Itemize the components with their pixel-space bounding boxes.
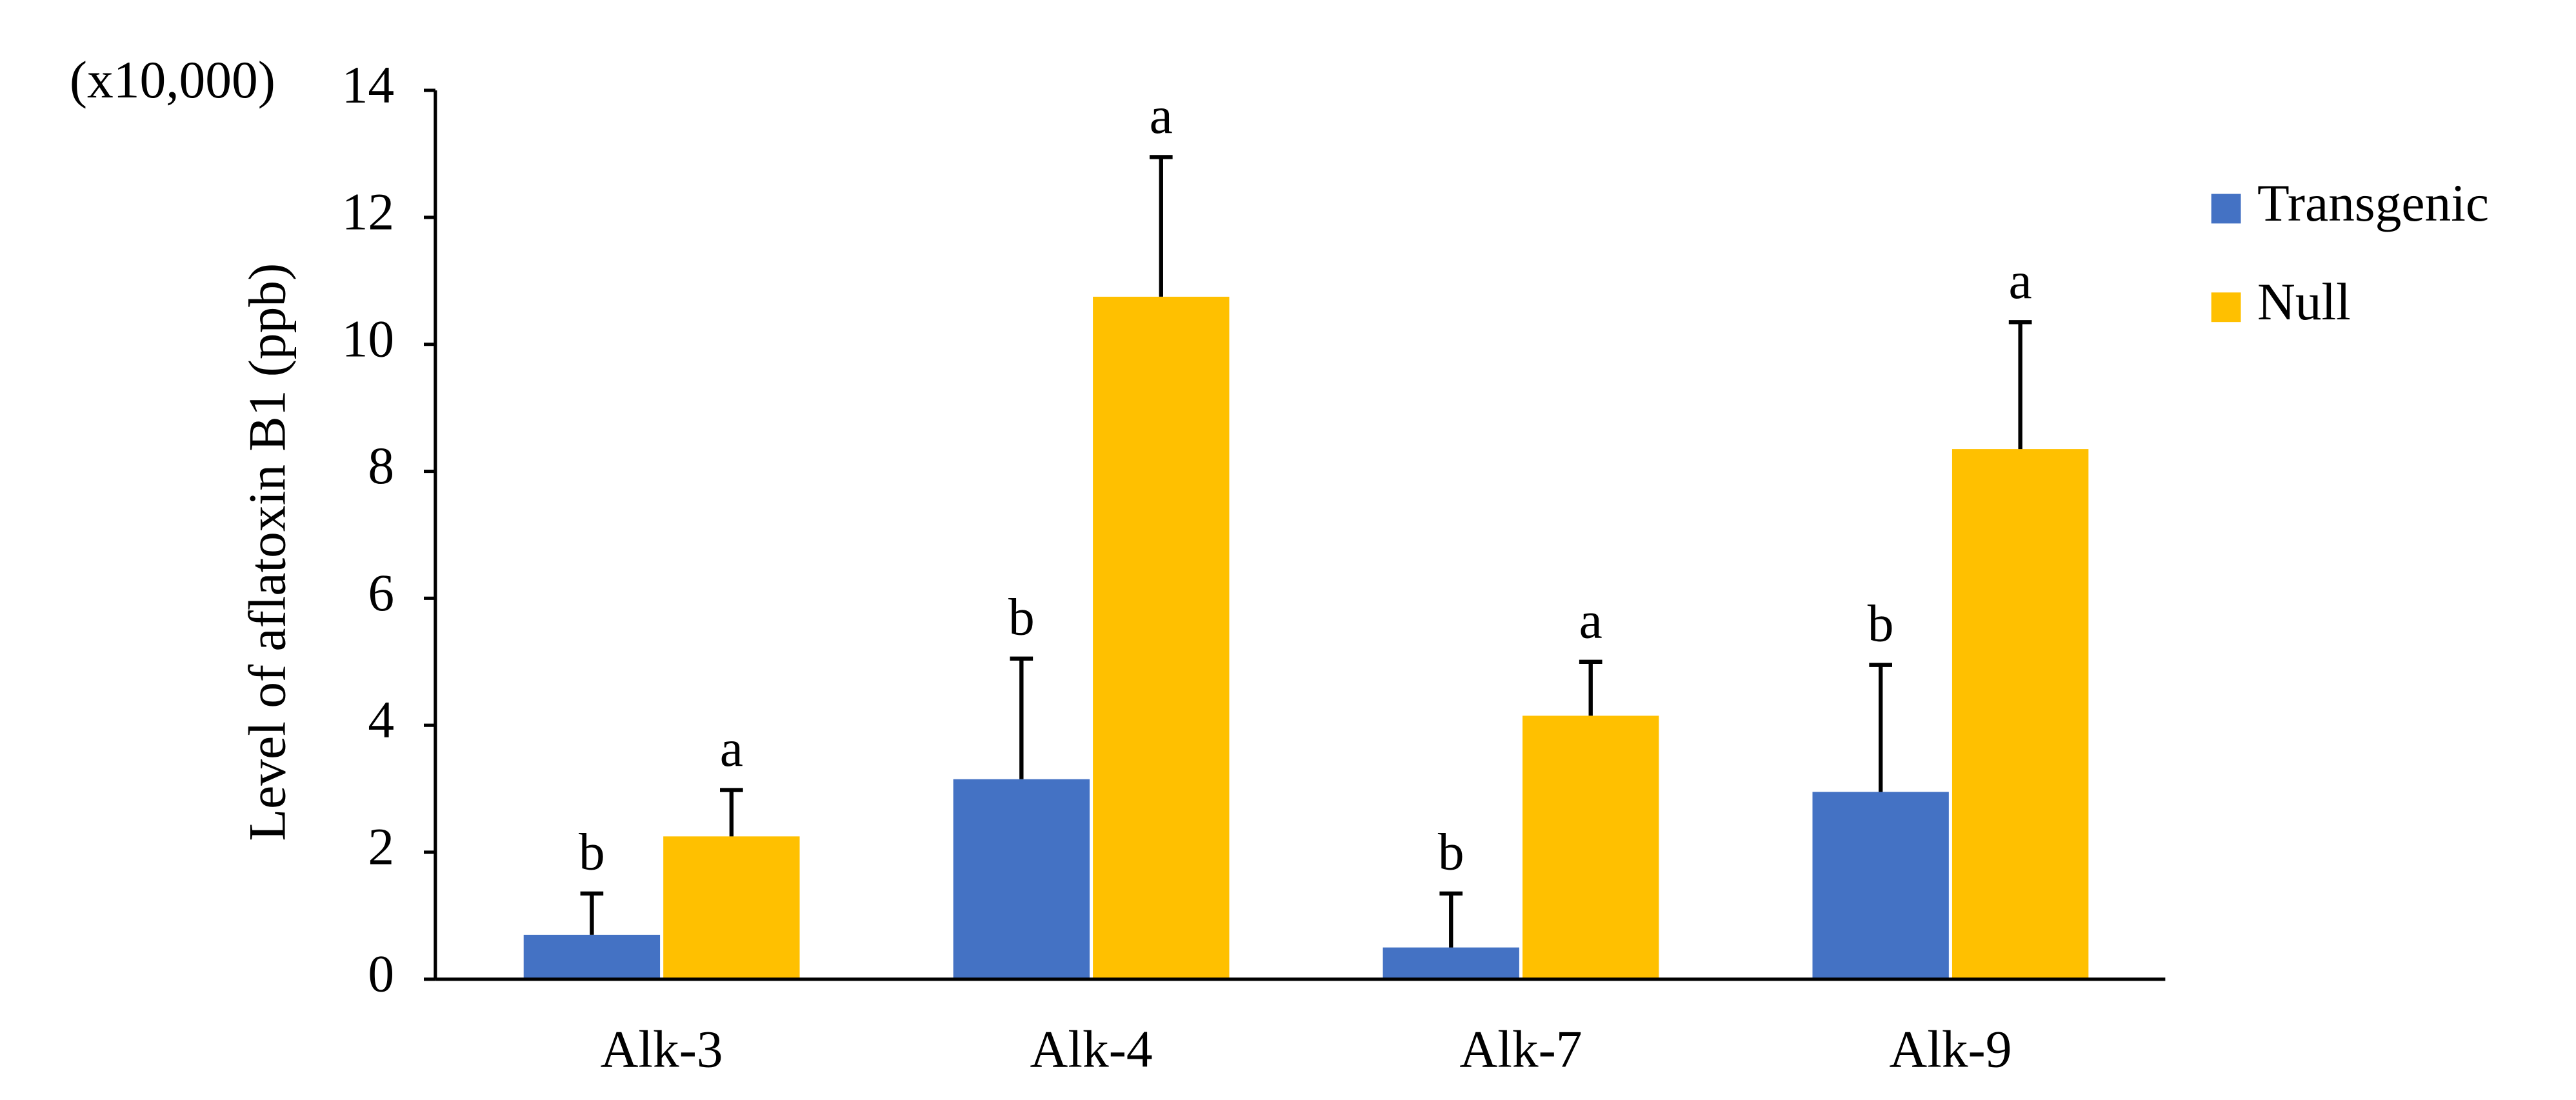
bar xyxy=(1952,449,2089,979)
x-tick-label: Alk-4 xyxy=(1030,1020,1153,1079)
significance-letter: b xyxy=(1008,588,1035,646)
y-tick-label: 0 xyxy=(368,944,394,1003)
y-unit-label: (x10,000) xyxy=(70,50,275,109)
legend-swatch xyxy=(2211,292,2241,323)
y-tick-label: 2 xyxy=(368,817,394,876)
y-tick-label: 10 xyxy=(342,309,394,368)
error-bar xyxy=(720,788,743,837)
error-bar xyxy=(1869,663,1892,792)
x-tick-label: Alk-3 xyxy=(601,1020,723,1079)
error-bar xyxy=(1439,891,1463,948)
significance-letter: b xyxy=(1868,594,1894,652)
bar xyxy=(663,836,800,979)
y-tick-label: 8 xyxy=(368,436,394,495)
y-tick-label: 12 xyxy=(342,183,394,241)
legend-label: Transgenic xyxy=(2257,174,2489,232)
legend-label: Null xyxy=(2257,272,2351,331)
significance-letter: b xyxy=(1438,823,1464,881)
x-tick-label: Alk-7 xyxy=(1459,1020,1582,1079)
significance-letter: a xyxy=(1579,590,1603,649)
significance-letter: a xyxy=(2009,251,2032,310)
bar xyxy=(1523,715,1659,979)
bar xyxy=(523,934,661,979)
error-bar xyxy=(580,891,604,935)
error-bar xyxy=(1010,656,1033,779)
x-tick-label: Alk-9 xyxy=(1889,1020,2012,1079)
y-axis-label: Level of aflatoxin B1 (ppb) xyxy=(237,263,296,841)
significance-letter: b xyxy=(579,823,605,881)
significance-letter: a xyxy=(1150,86,1173,145)
error-bar xyxy=(2008,320,2032,450)
bar xyxy=(1093,296,1230,979)
bar xyxy=(953,779,1090,979)
bar xyxy=(1383,947,1519,979)
error-bar xyxy=(1579,659,1603,716)
y-tick-label: 6 xyxy=(368,563,394,622)
error-bar xyxy=(1149,155,1173,297)
y-tick-label: 4 xyxy=(368,690,394,749)
bar xyxy=(1812,792,1949,979)
significance-letter: a xyxy=(720,719,743,777)
y-tick-label: 14 xyxy=(342,55,394,114)
legend-swatch xyxy=(2211,194,2241,224)
